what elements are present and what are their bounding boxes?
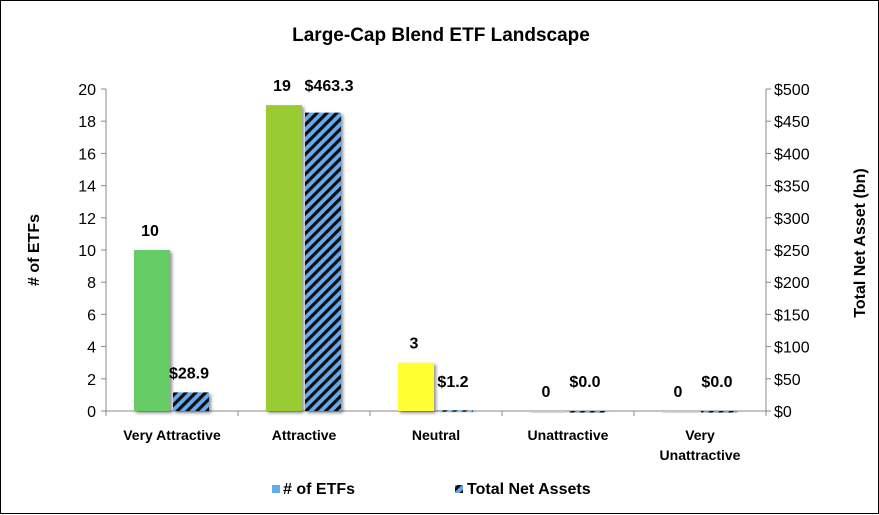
data-label-net-assets: $1.2 (437, 374, 468, 391)
y-tick-label-left: 16 (78, 146, 96, 163)
legend-swatch-net-assets (455, 485, 463, 493)
chart-title: Large-Cap Blend ETF Landscape (292, 25, 590, 46)
legend-label-etf-count: # of ETFs (283, 481, 355, 498)
data-label-etf-count: 10 (141, 223, 159, 240)
bar-net-assets (305, 112, 341, 411)
y-tick-label-right: $450 (774, 114, 810, 131)
data-label-etf-count: 0 (674, 384, 683, 401)
bar-net-assets (173, 392, 209, 411)
bar-net-assets (701, 411, 737, 413)
y-tick-label-right: $300 (774, 211, 810, 228)
bar-etf-count (134, 250, 170, 411)
data-label-etf-count: 0 (542, 384, 551, 401)
y-axis-title-right: Total Net Asset (bn) (852, 168, 869, 317)
x-category-label: Very (685, 427, 715, 443)
legend-swatch-etf-count (272, 485, 280, 493)
y-tick-label-left: 0 (87, 404, 96, 421)
y-tick-label-right: $400 (774, 146, 810, 163)
y-tick-label-right: $100 (774, 340, 810, 357)
y-tick-label-right: $150 (774, 307, 810, 324)
y-tick-label-left: 4 (87, 340, 96, 357)
y-tick-label-left: 6 (87, 307, 96, 324)
y-tick-label-left: 8 (87, 275, 96, 292)
data-label-net-assets: $0.0 (569, 374, 600, 391)
bar-etf-count (266, 105, 302, 411)
y-axis-title-left: # of ETFs (26, 214, 43, 286)
y-tick-label-right: $200 (774, 275, 810, 292)
bar-etf-count (398, 362, 434, 411)
y-tick-label-left: 12 (78, 211, 96, 228)
y-tick-label-right: $500 (774, 82, 810, 99)
plot-area: 0 2 4 6 8 10 12 14 16 18 20 $0 $50 $100 $150 $200 $250 $3… (78, 78, 809, 463)
data-label-etf-count: 19 (273, 78, 291, 95)
bar-etf-count (530, 411, 566, 413)
y-tick-label-right: $350 (774, 179, 810, 196)
x-category-label: Neutral (412, 427, 460, 443)
bar-net-assets (569, 411, 605, 413)
data-label-net-assets: $28.9 (169, 365, 209, 382)
data-label-etf-count: 3 (410, 336, 419, 353)
data-label-net-assets: $0.0 (701, 374, 732, 391)
y-tick-label-left: 14 (78, 179, 96, 196)
data-label-net-assets: $463.3 (305, 78, 354, 95)
y-tick-label-left: 20 (78, 82, 96, 99)
legend: # of ETFs Total Net Assets (272, 481, 591, 498)
bar-net-assets (437, 410, 473, 412)
x-category-label: Unattractive (528, 427, 609, 443)
y-tick-label-left: 18 (78, 114, 96, 131)
x-category-label: Very Attractive (123, 427, 221, 443)
y-tick-label-right: $50 (774, 372, 801, 389)
x-category-label: Attractive (272, 427, 337, 443)
x-category-label: Unattractive (660, 447, 741, 463)
y-tick-label-right: $250 (774, 243, 810, 260)
legend-label-net-assets: Total Net Assets (467, 481, 591, 498)
y-tick-label-right: $0 (774, 404, 792, 421)
y-tick-label-left: 2 (87, 372, 96, 389)
y-tick-label-left: 10 (78, 243, 96, 260)
bar-etf-count (662, 411, 698, 413)
